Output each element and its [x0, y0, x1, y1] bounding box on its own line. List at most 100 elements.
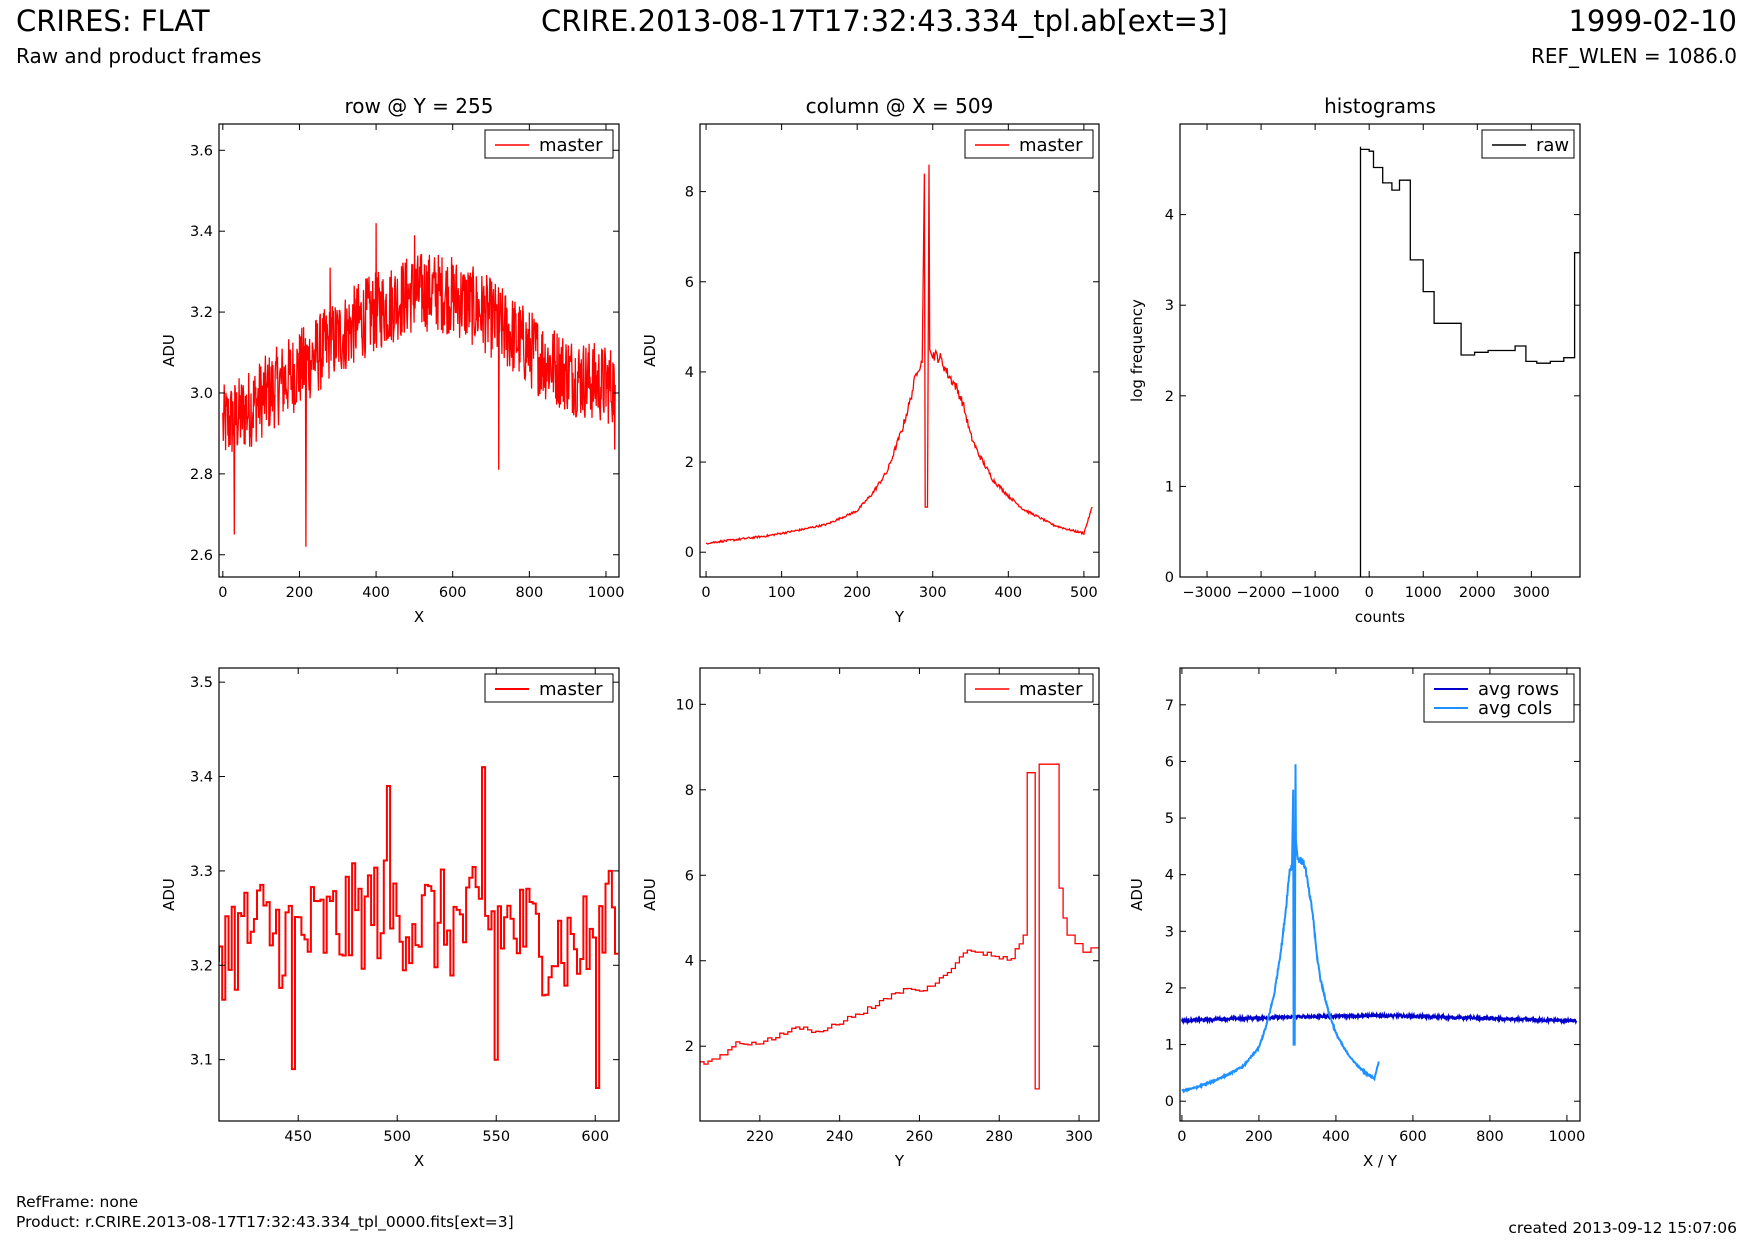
y-tick-label: 3.3 [190, 864, 213, 880]
plot-panel-2: 0 100 200 300 400 500 0 2 4 6 8 Y ADU column @ X = 50… [641, 94, 1100, 626]
x-tick-label: 600 [581, 1129, 609, 1145]
y-tick-label: 0 [1165, 1094, 1174, 1110]
y-tick-label: 2 [1165, 981, 1174, 997]
x-tick-label: 100 [768, 585, 796, 601]
legend-label: master [1019, 135, 1083, 156]
y-tick-label: 6 [685, 868, 694, 884]
x-tick-label: 3000 [1513, 585, 1550, 601]
y-axis-label: ADU [160, 878, 178, 911]
x-tick-label: 800 [1476, 1129, 1504, 1145]
x-axis-label: Y [894, 1152, 905, 1170]
y-tick-label: 4 [685, 954, 694, 970]
y-axis-label: ADU [160, 334, 178, 367]
product-text: Product: r.CRIRE.2013-08-17T17:32:43.334… [16, 1213, 514, 1231]
legend: master [964, 129, 1094, 159]
x-tick-label: 220 [746, 1129, 774, 1145]
y-tick-label: 3 [1165, 924, 1174, 940]
legend: master [484, 673, 614, 703]
axes-frame [699, 123, 1100, 578]
x-tick-label: −1000 [1291, 585, 1340, 601]
x-tick-label: 0 [1177, 1129, 1186, 1145]
y-tick-label: 2 [685, 455, 694, 471]
legend-label: master [1019, 679, 1083, 700]
plot-panel-1: 0 200 400 600 800 1000 2.6 2.8 3.0 3.2 3.4 3.6 X ADU r… [160, 94, 624, 626]
legend-label: master [539, 135, 603, 156]
legend-label: avg rows [1478, 679, 1559, 700]
x-tick-label: 260 [906, 1129, 934, 1145]
plot-panel-6: 0 200 400 600 800 1000 0 1 2 3 4 5 6 7 X / Y ADU avg row… [1128, 667, 1585, 1170]
x-tick-label: 300 [1065, 1129, 1093, 1145]
y-tick-label: 4 [685, 365, 694, 381]
y-tick-label: 3.5 [190, 675, 213, 691]
x-axis-label: Y [894, 608, 905, 626]
plot-panel-3: −3000 −2000 −1000 0 1000 2000 3000 0 1 2 3 4 counts l… [1128, 94, 1581, 626]
x-axis-label: X [414, 1152, 424, 1170]
y-axis-label: ADU [641, 878, 659, 911]
x-tick-label: 400 [362, 585, 390, 601]
axes-frame [218, 123, 620, 578]
x-tick-label: −2000 [1237, 585, 1286, 601]
x-tick-label: 300 [919, 585, 947, 601]
series-master-line [700, 763, 1099, 1090]
y-tick-label: 6 [685, 275, 694, 291]
x-tick-label: 600 [1399, 1129, 1427, 1145]
x-tick-label: 600 [439, 585, 467, 601]
x-axis-label: X / Y [1363, 1152, 1398, 1170]
ref-wlen: REF_WLEN = 1086.0 [1530, 44, 1737, 68]
x-tick-label: 400 [994, 585, 1022, 601]
series-avg-rows-line [1180, 1010, 1578, 1026]
y-tick-label: 3.4 [190, 224, 213, 240]
y-tick-label: 2 [1165, 389, 1174, 405]
axes-frame [699, 667, 1100, 1122]
x-tick-label: 500 [383, 1129, 411, 1145]
y-tick-label: 3.4 [190, 770, 213, 786]
x-tick-label: 0 [1365, 585, 1374, 601]
x-tick-label: 2000 [1459, 585, 1496, 601]
x-tick-label: 200 [843, 585, 871, 601]
legend: master [484, 129, 614, 159]
series-master-line [219, 766, 619, 1089]
plot-title: column @ X = 509 [806, 94, 994, 118]
y-tick-label: 2 [685, 1039, 694, 1055]
created-timestamp: created 2013-09-12 15:07:06 [1508, 1219, 1737, 1237]
y-tick-label: 2.8 [190, 467, 213, 483]
x-tick-label: 550 [482, 1129, 510, 1145]
y-tick-label: 3.0 [190, 386, 213, 402]
x-tick-label: 1000 [588, 585, 625, 601]
figure-subtitle: Raw and product frames [16, 44, 262, 68]
x-tick-label: 200 [1245, 1129, 1273, 1145]
x-tick-label: 400 [1322, 1129, 1350, 1145]
x-tick-label: 0 [218, 585, 227, 601]
y-tick-label: 1 [1165, 479, 1174, 495]
x-tick-label: 450 [284, 1129, 312, 1145]
y-tick-label: 10 [676, 697, 694, 713]
y-tick-label: 3.2 [190, 305, 213, 321]
x-tick-label: 240 [826, 1129, 854, 1145]
plot-panel-5: 220 240 260 280 300 2 4 6 8 10 Y ADU master [641, 667, 1100, 1170]
legend: master [964, 673, 1094, 703]
y-tick-label: 3.6 [190, 143, 213, 159]
axes-frame [1179, 123, 1581, 578]
x-tick-label: 0 [701, 585, 710, 601]
x-axis-label: X [414, 608, 424, 626]
y-tick-label: 0 [1165, 570, 1174, 586]
axes-frame [218, 667, 620, 1122]
y-tick-label: 0 [685, 545, 694, 561]
legend: raw [1481, 129, 1575, 159]
y-tick-label: 2.6 [190, 548, 213, 564]
legend-label: master [539, 679, 603, 700]
y-axis-label: ADU [641, 334, 659, 367]
x-tick-label: 1000 [1405, 585, 1442, 601]
y-axis-label: ADU [1128, 878, 1146, 911]
x-tick-label: 280 [985, 1129, 1013, 1145]
y-axis-label: log frequency [1128, 299, 1146, 402]
y-tick-label: 5 [1165, 811, 1174, 827]
y-tick-label: 3.1 [190, 1053, 213, 1069]
x-tick-label: 200 [286, 585, 314, 601]
y-tick-label: 7 [1165, 698, 1174, 714]
plot-title: histograms [1324, 94, 1436, 118]
plot-panel-4: 450 500 550 600 3.1 3.2 3.3 3.4 3.5 X ADU master [160, 667, 620, 1170]
legend-label: avg cols [1478, 698, 1552, 719]
